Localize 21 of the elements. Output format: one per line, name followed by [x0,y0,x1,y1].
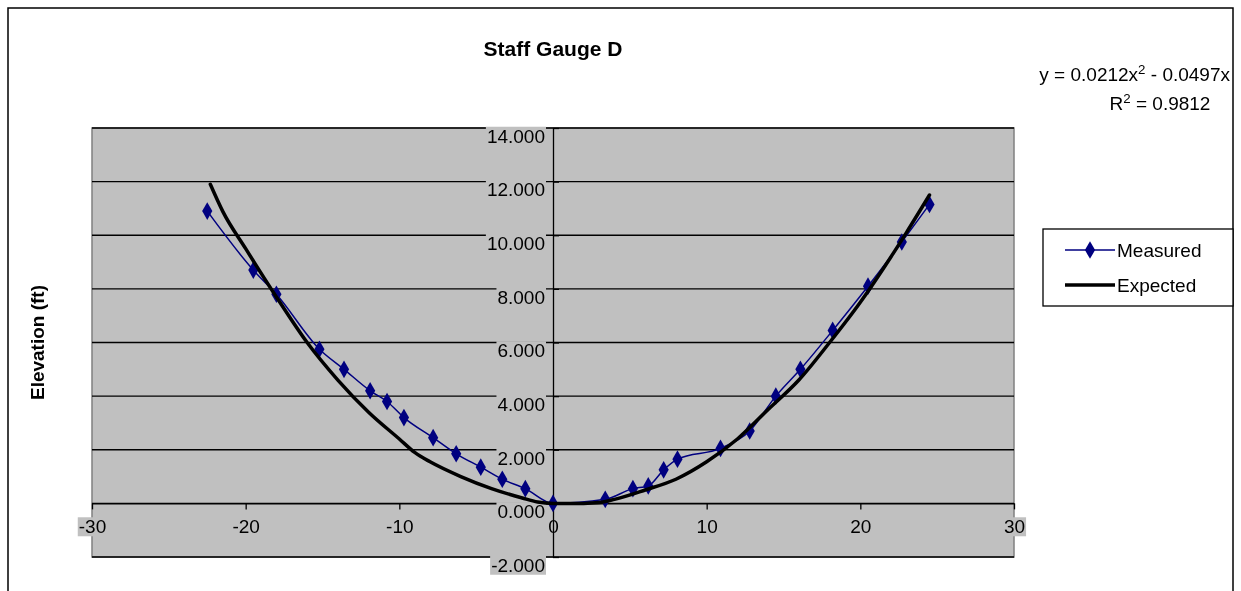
x-tick-label: 10 [696,516,718,538]
legend-label: Expected [1117,274,1197,296]
y-axis-title: Elevation (ft) [27,284,48,401]
x-tick-label: 30 [1003,516,1026,538]
y-tick-label: 2.000 [497,447,545,469]
x-tick-label: -30 [78,516,107,538]
legend-label: Measured [1117,239,1202,261]
y-tick-label: 8.000 [497,286,545,308]
x-tick-label: 20 [850,516,872,538]
x-tick-label: -20 [232,516,260,538]
x-tick-label: -10 [386,516,414,538]
y-tick-label: 10.000 [486,233,545,254]
y-tick-label: 4.000 [497,393,545,415]
chart-title: Staff Gauge D [483,37,623,60]
text: y = 0.0212x$^{2}$ - 0.0497x [1039,61,1231,85]
y-tick-label: 0.000 [497,501,545,523]
text: R$^{2}$ = 0.9812 [1109,90,1211,114]
y-tick-label: -2.000 [491,554,545,576]
y-tick-label: 14.000 [486,125,545,147]
y-tick-label: 12.000 [486,179,545,201]
y-tick-label: 6.000 [497,340,545,362]
